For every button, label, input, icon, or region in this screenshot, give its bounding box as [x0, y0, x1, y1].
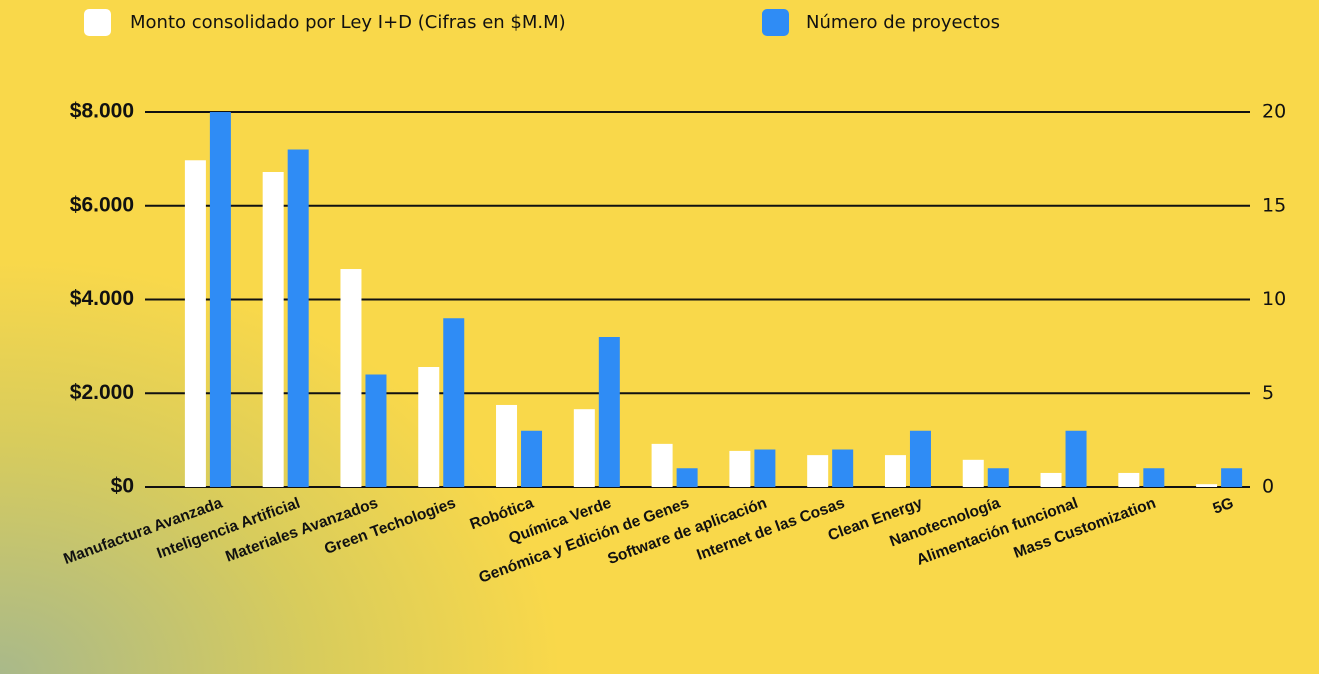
- bar: [209, 112, 231, 487]
- bar: [754, 449, 776, 487]
- y2-tick-label: 15: [1262, 194, 1286, 216]
- bar: [962, 459, 984, 487]
- bar: [729, 450, 751, 487]
- y2-tick-label: 10: [1262, 288, 1286, 310]
- bar: [287, 149, 309, 487]
- y2-tick-label: 5: [1262, 382, 1274, 404]
- legend-label: Monto consolidado por Ley I+D (Cifras en…: [130, 12, 566, 33]
- bar: [496, 404, 518, 487]
- x-tick-label: Mass Customization: [1011, 495, 1158, 562]
- y-tick-label: $0: [111, 475, 134, 498]
- bar: [1065, 430, 1087, 487]
- bar: [651, 443, 673, 487]
- legend-swatch: [762, 9, 789, 36]
- x-tick-label: 5G: [1211, 495, 1236, 518]
- y2-tick-label: 20: [1262, 101, 1286, 123]
- bar: [521, 430, 543, 487]
- bar: [909, 430, 931, 487]
- x-tick-label: Green Techologies: [322, 495, 458, 558]
- bar: [676, 468, 698, 487]
- bar: [1118, 472, 1140, 487]
- bar: [443, 318, 465, 487]
- bar: [832, 449, 854, 487]
- bar: [418, 367, 440, 487]
- y-tick-label: $4.000: [70, 287, 134, 310]
- bar: [884, 455, 906, 487]
- y-tick-label: $2.000: [70, 381, 134, 404]
- y-tick-label: $6.000: [70, 193, 134, 216]
- bar: [1221, 468, 1243, 487]
- bar: [262, 172, 284, 487]
- bar: [365, 374, 387, 487]
- bar: [598, 337, 620, 487]
- bar: [1143, 468, 1165, 487]
- bar: [807, 455, 829, 487]
- bar: [340, 269, 362, 487]
- bar: [1040, 472, 1062, 487]
- bar: [1196, 484, 1218, 487]
- bar: [184, 160, 206, 487]
- legend-swatch: [84, 9, 111, 36]
- bar: [573, 409, 595, 487]
- y-tick-label: $8.000: [70, 100, 134, 123]
- legend-label: Número de proyectos: [806, 12, 1000, 33]
- y2-tick-label: 0: [1262, 476, 1274, 498]
- bar: [987, 468, 1009, 487]
